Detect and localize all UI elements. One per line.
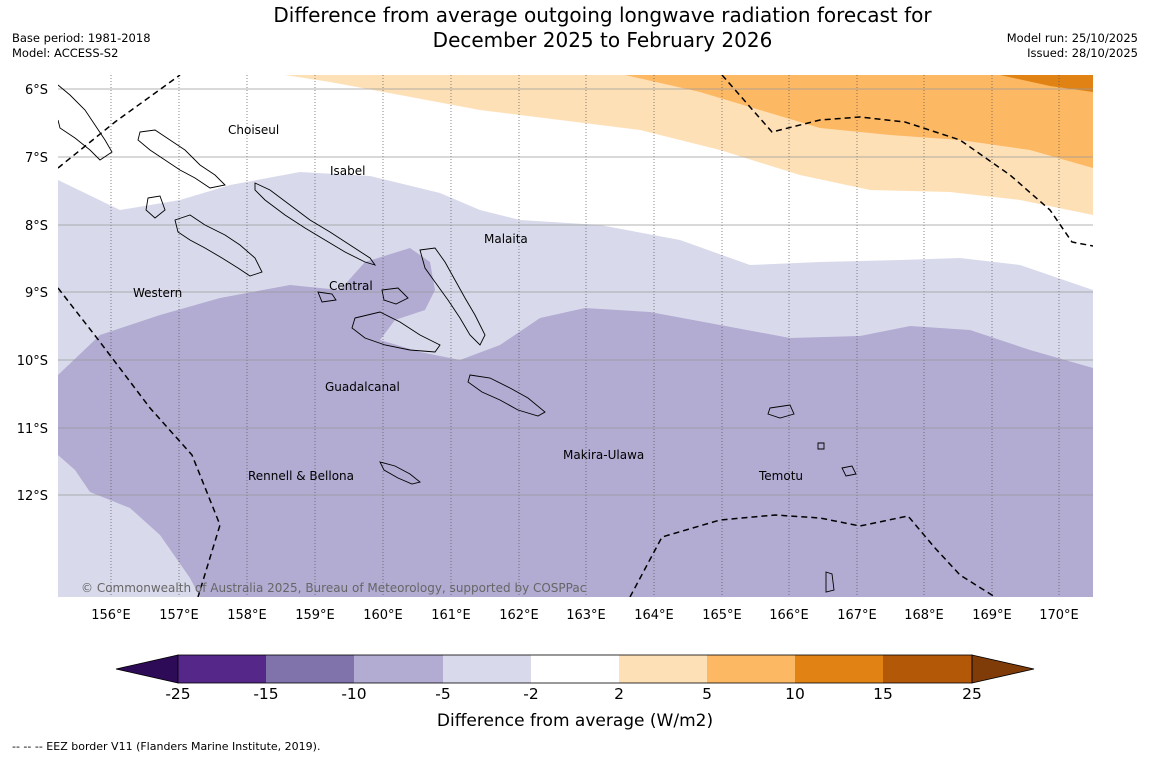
label-western: Western [133,286,182,300]
longitude-tick-labels: 156°E 157°E 158°E 159°E 160°E 161°E 162°… [91,608,1079,623]
coastlines [58,84,857,593]
isabel-island [254,182,377,266]
olr-band-10-15 [1000,75,1093,92]
santa-cruz-island [767,404,795,419]
cb-tick-minus10: -10 [341,685,366,703]
colorbar-high-extension [971,654,1035,684]
colorbar-segment-10-15 [795,655,883,683]
lat-tick-8s: 8°S [25,219,48,234]
colorbar-segment-2-5 [619,655,707,683]
colorbar-segment-minus5-minus2 [443,655,531,683]
lat-tick-11s: 11°S [17,422,48,437]
olr-band-minus10-minus5 [58,248,1093,597]
colorbar-segment-minus25-minus15 [178,655,266,683]
russell-islands [317,291,337,303]
lon-tick-159e: 159°E [295,608,335,623]
colorbar-segment-minus15-minus10 [266,655,354,683]
guadalcanal-island [351,311,441,353]
cb-tick-25: 25 [962,685,982,703]
cb-tick-15: 15 [873,685,893,703]
colorbar-segment-15-25 [883,655,972,683]
cb-tick-minus5: -5 [435,685,450,703]
lat-tick-6s: 6°S [25,83,48,98]
colorbar: -25 -15 -10 -5 -2 2 5 10 15 25 Differenc… [115,654,1035,731]
eez-nauru-kiribati [721,75,1093,247]
tikopia-island [817,442,825,450]
florida-islands [381,287,409,305]
label-isabel: Isabel [330,164,365,178]
lon-tick-167e: 167°E [837,608,877,623]
colorbar-segment-5-10 [707,655,795,683]
province-labels: Choiseul Isabel Malaita Western Central … [133,123,803,483]
vanikoro-island [841,465,857,477]
label-rennell-bellona: Rennell & Bellona [248,469,354,483]
chart-title: Difference from average outgoing longwav… [200,3,1005,53]
latitude-tick-labels: 6°S 7°S 8°S 9°S 10°S 11°S 12°S [17,83,48,504]
lon-tick-160e: 160°E [363,608,403,623]
lon-tick-156e: 156°E [91,608,131,623]
colorbar-low-extension [115,654,179,684]
title-line-1: Difference from average outgoing longwav… [273,3,932,27]
label-choiseul: Choiseul [228,123,279,137]
label-guadalcanal: Guadalcanal [325,380,400,394]
model-name: Model: ACCESS-S2 [12,46,119,60]
colorbar-segment-minus10-minus5 [354,655,443,683]
colorbar-outline [177,654,973,684]
issued-date: Issued: 28/10/2025 [1027,46,1138,60]
lat-tick-12s: 12°S [17,489,48,504]
eez-legend: -- -- -- EEZ border V11 (Flanders Marine… [12,740,321,753]
lon-tick-162e: 162°E [499,608,539,623]
meta-left: Base period: 1981-2018 Model: ACCESS-S2 [12,31,151,61]
copyright-notice: © Commonwealth of Australia 2025, Bureau… [81,581,586,595]
meta-right: Model run: 25/10/2025 Issued: 28/10/2025 [1007,31,1138,61]
malaita-island [419,247,486,346]
choiseul-island [137,129,226,189]
bougainville-island [58,84,113,161]
eez-borders [58,75,1093,597]
colorbar-segment-minus2-2 [531,655,619,683]
lon-tick-158e: 158°E [227,608,267,623]
title-line-2: December 2025 to February 2026 [432,28,773,52]
label-makira-ulawa: Makira-Ulawa [563,448,644,462]
label-malaita: Malaita [484,232,528,246]
cb-tick-2: 2 [614,685,624,703]
lon-tick-157e: 157°E [159,608,199,623]
rennell-island [379,461,421,485]
lon-tick-163e: 163°E [566,608,606,623]
vella-lavella [145,195,166,219]
lon-tick-164e: 164°E [634,608,674,623]
anuta-island [825,571,835,593]
cb-tick-5: 5 [702,685,712,703]
latitude-lines [58,88,1093,496]
lon-tick-161e: 161°E [431,608,471,623]
map-area: Choiseul Isabel Malaita Western Central … [58,75,1093,597]
eez-png-north [58,75,181,169]
lon-tick-169e: 169°E [972,608,1012,623]
lat-tick-10s: 10°S [17,354,48,369]
lon-tick-166e: 166°E [769,608,809,623]
makira-island [467,374,546,417]
cb-tick-10: 10 [785,685,805,703]
cb-tick-minus25: -25 [165,685,190,703]
lon-tick-168e: 168°E [904,608,944,623]
new-georgia-islands [174,214,263,277]
lon-tick-170e: 170°E [1039,608,1079,623]
lat-tick-7s: 7°S [25,151,48,166]
cb-tick-minus2: -2 [523,685,538,703]
colorbar-title: Difference from average (W/m2) [437,711,713,731]
label-temotu: Temotu [758,469,803,483]
lat-tick-9s: 9°S [25,286,48,301]
cb-tick-minus15: -15 [253,685,278,703]
model-run: Model run: 25/10/2025 [1006,31,1138,45]
graticule [110,75,1060,597]
base-period: Base period: 1981-2018 [12,31,151,45]
label-central: Central [329,279,373,293]
eez-png-west [58,287,221,597]
lon-tick-165e: 165°E [702,608,742,623]
